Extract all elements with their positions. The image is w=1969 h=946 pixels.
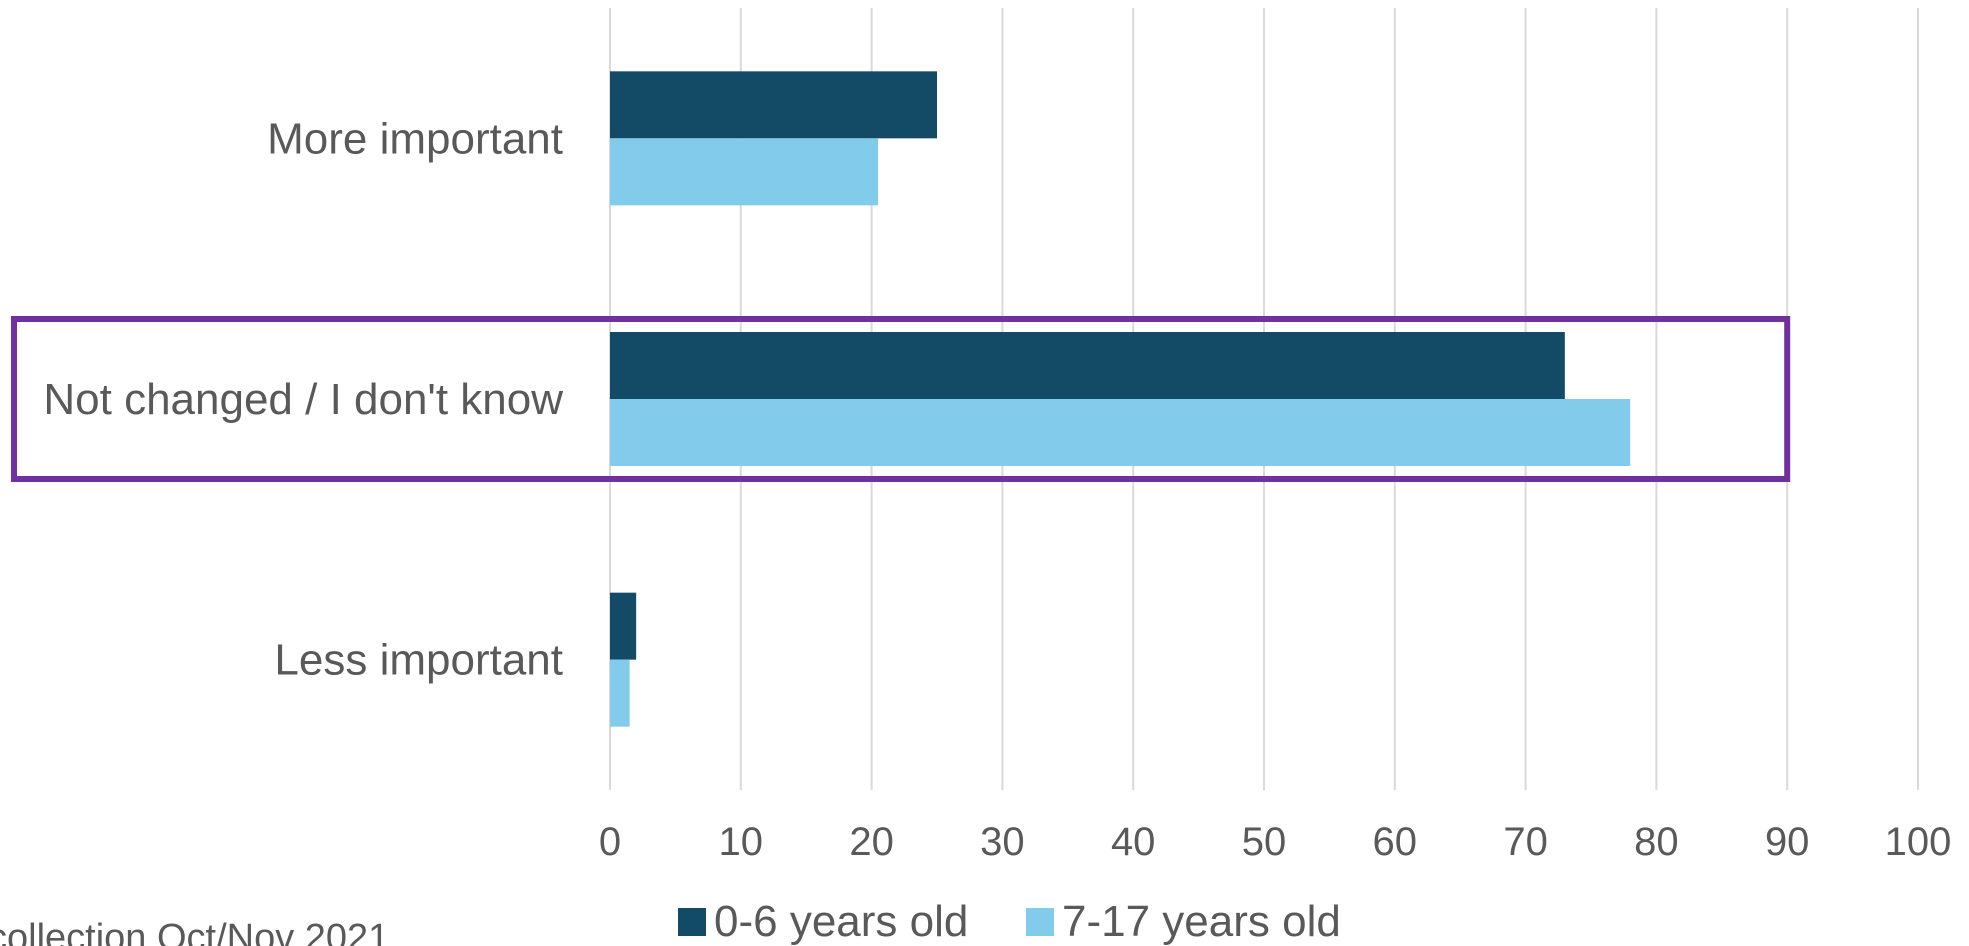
x-tick-label: 50: [1242, 820, 1287, 864]
x-tick-label: 90: [1765, 820, 1810, 864]
legend: 0-6 years old 7-17 years old: [678, 897, 1341, 946]
x-tick-label: 0: [599, 820, 621, 864]
x-tick-label: 70: [1503, 820, 1548, 864]
highlight-box-rect: [11, 316, 1791, 482]
x-tick-label: 30: [980, 820, 1025, 864]
bar: [610, 138, 879, 206]
x-tick-label: 100: [1885, 820, 1952, 864]
bar: [610, 659, 630, 727]
highlight-box: [11, 316, 1791, 482]
footnote-line-2: collection Oct/Nov 2021: [0, 917, 389, 946]
x-tick-label: 60: [1373, 820, 1418, 864]
footnotes: 0 collection Oct/Nov 2021: [0, 917, 389, 946]
bars: [610, 71, 1631, 727]
x-tick-label: 10: [719, 820, 764, 864]
bar: [610, 332, 1565, 399]
category-label: More important: [267, 114, 563, 163]
legend-label: 0-6 years old: [714, 897, 968, 946]
x-tick-labels: 0 10 20 30 40 50 60 70 80 90 100: [599, 820, 1952, 864]
bar: [610, 399, 1631, 466]
x-tick-label: 40: [1111, 820, 1156, 864]
legend-swatch: [678, 908, 706, 936]
legend-label: 7-17 years old: [1062, 897, 1341, 946]
legend-swatch: [1026, 908, 1054, 936]
category-labels: More important Not changed / I don't know…: [43, 114, 563, 684]
category-label: Not changed / I don't know: [43, 375, 563, 424]
x-tick-label: 80: [1634, 820, 1679, 864]
bar: [610, 592, 637, 660]
bar: [610, 71, 937, 139]
x-tick-label: 20: [849, 820, 894, 864]
category-label: Less important: [274, 636, 563, 685]
